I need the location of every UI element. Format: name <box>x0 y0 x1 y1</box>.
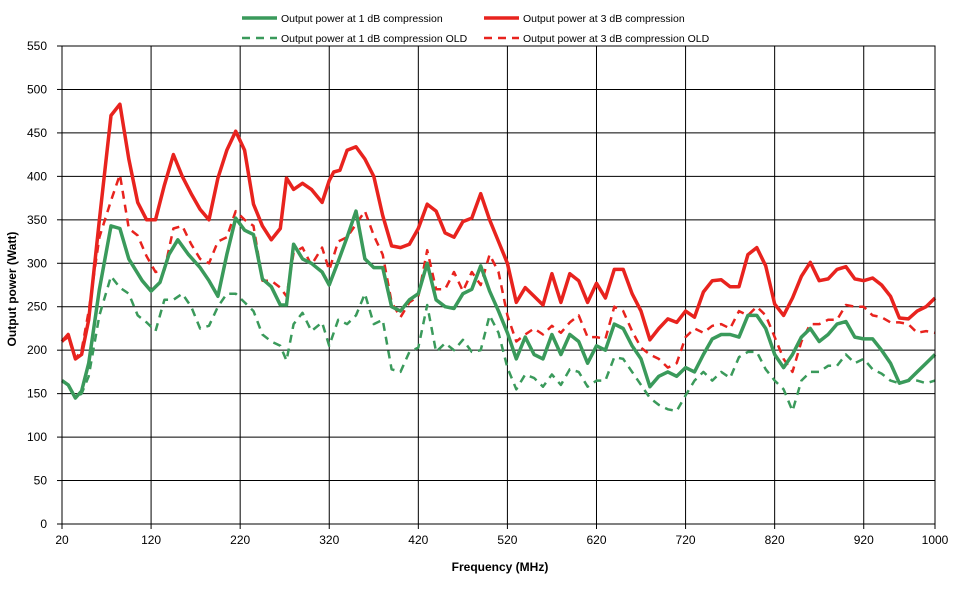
legend-item: Output power at 3 dB compression <box>484 13 685 25</box>
x-tick-label: 520 <box>497 533 517 547</box>
x-axis-title: Frequency (MHz) <box>452 560 549 574</box>
y-tick-label: 350 <box>27 213 47 227</box>
x-tick-label: 1000 <box>922 533 949 547</box>
x-axis: 20 120 220 320 420 520 620 720 820 920 1000 <box>55 524 949 547</box>
y-tick-label: 50 <box>34 474 48 488</box>
series-line-2 <box>60 102 937 361</box>
series-line-1 <box>61 209 937 400</box>
y-tick-label: 450 <box>27 126 47 140</box>
y-tick-label: 550 <box>27 39 47 53</box>
y-tick-label: 100 <box>27 430 47 444</box>
x-tick-label: 820 <box>765 533 785 547</box>
x-tick-label: 920 <box>854 533 874 547</box>
legend-item: Output power at 1 dB compression OLD <box>242 33 468 45</box>
y-tick-label: 150 <box>27 387 47 401</box>
x-tick-label: 620 <box>586 533 606 547</box>
series-layer <box>60 102 937 413</box>
legend-item: Output power at 3 dB compression OLD <box>484 33 710 45</box>
legend-label: Output power at 1 dB compression OLD <box>281 33 468 45</box>
x-tick-label: 420 <box>408 533 428 547</box>
legend-label: Output power at 1 dB compression <box>281 13 443 25</box>
y-tick-label: 0 <box>40 517 47 531</box>
y-axis: 0 50 100 150 200 250 300 350 400 450 500 550 <box>27 39 62 531</box>
y-tick-label: 250 <box>27 300 47 314</box>
grid <box>61 45 936 525</box>
x-tick-label: 720 <box>676 533 696 547</box>
y-tick-label: 300 <box>27 256 47 270</box>
legend-label: Output power at 3 dB compression OLD <box>523 33 710 45</box>
series-line-4 <box>61 173 936 374</box>
y-axis-title: Output power (Watt) <box>5 232 19 347</box>
y-tick-label: 200 <box>27 343 47 357</box>
plot-frame <box>61 45 936 525</box>
y-tick-label: 400 <box>27 169 47 183</box>
series-line-3 <box>61 275 936 413</box>
y-tick-label: 500 <box>27 82 47 96</box>
x-tick-label: 320 <box>319 533 339 547</box>
legend-label: Output power at 3 dB compression <box>523 13 685 25</box>
legend-item: Output power at 1 dB compression <box>242 13 443 25</box>
x-tick-label: 220 <box>230 533 250 547</box>
legend: Output power at 1 dB compression Output … <box>242 13 710 45</box>
x-tick-label: 120 <box>141 533 161 547</box>
x-tick-label: 20 <box>55 533 69 547</box>
